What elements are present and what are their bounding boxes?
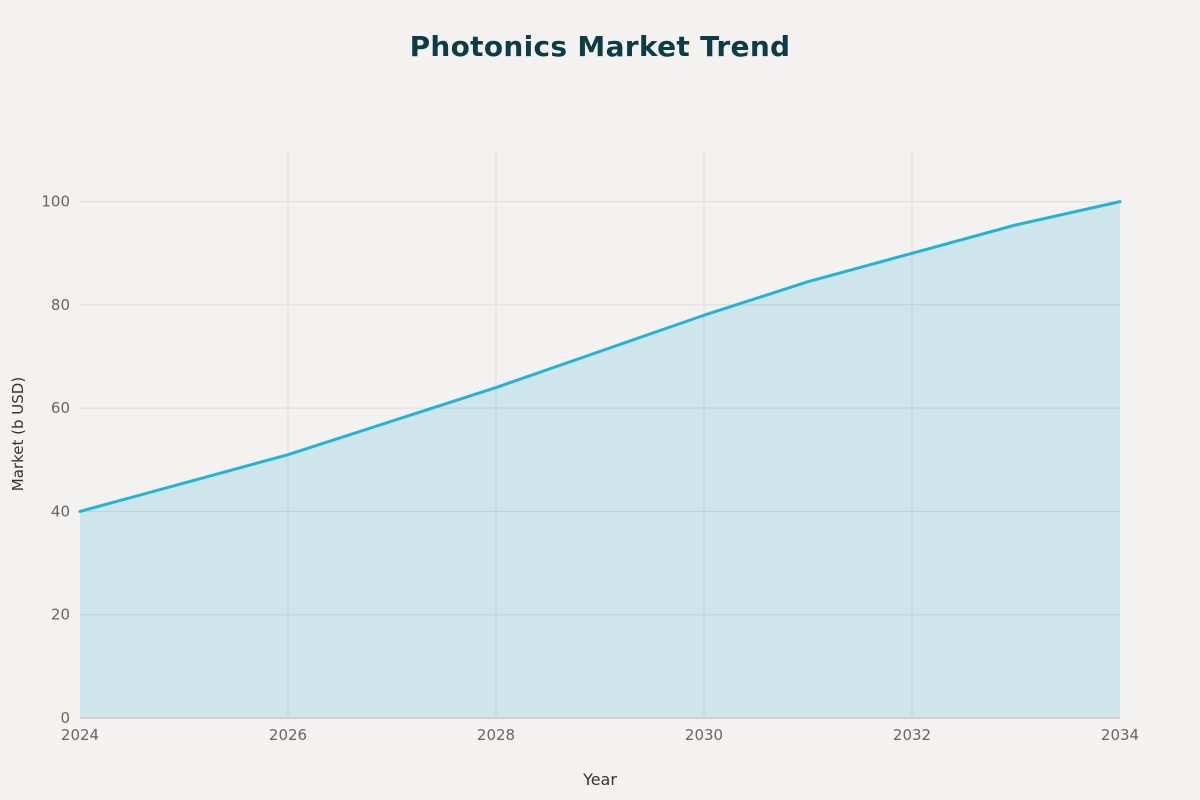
x-tick-label: 2028: [477, 726, 515, 744]
x-tick-label: 2034: [1101, 726, 1139, 744]
x-tick-label: 2026: [269, 726, 307, 744]
y-tick-label: 0: [60, 709, 70, 727]
area-fill: [80, 201, 1120, 719]
x-tick-label: 2030: [685, 726, 723, 744]
y-axis-label: Market (b USD): [9, 376, 27, 492]
x-tick-label: 2032: [893, 726, 931, 744]
y-tick-label: 40: [51, 502, 70, 520]
y-tick-label: 100: [41, 193, 70, 211]
y-tick-label: 60: [51, 399, 70, 417]
y-tick-label: 20: [51, 606, 70, 624]
chart-title: Photonics Market Trend: [409, 30, 791, 63]
trend-line: [78, 200, 1122, 513]
x-axis-label: Year: [583, 770, 617, 789]
x-tick-label: 2024: [61, 726, 99, 744]
y-tick-label: 80: [51, 296, 70, 314]
